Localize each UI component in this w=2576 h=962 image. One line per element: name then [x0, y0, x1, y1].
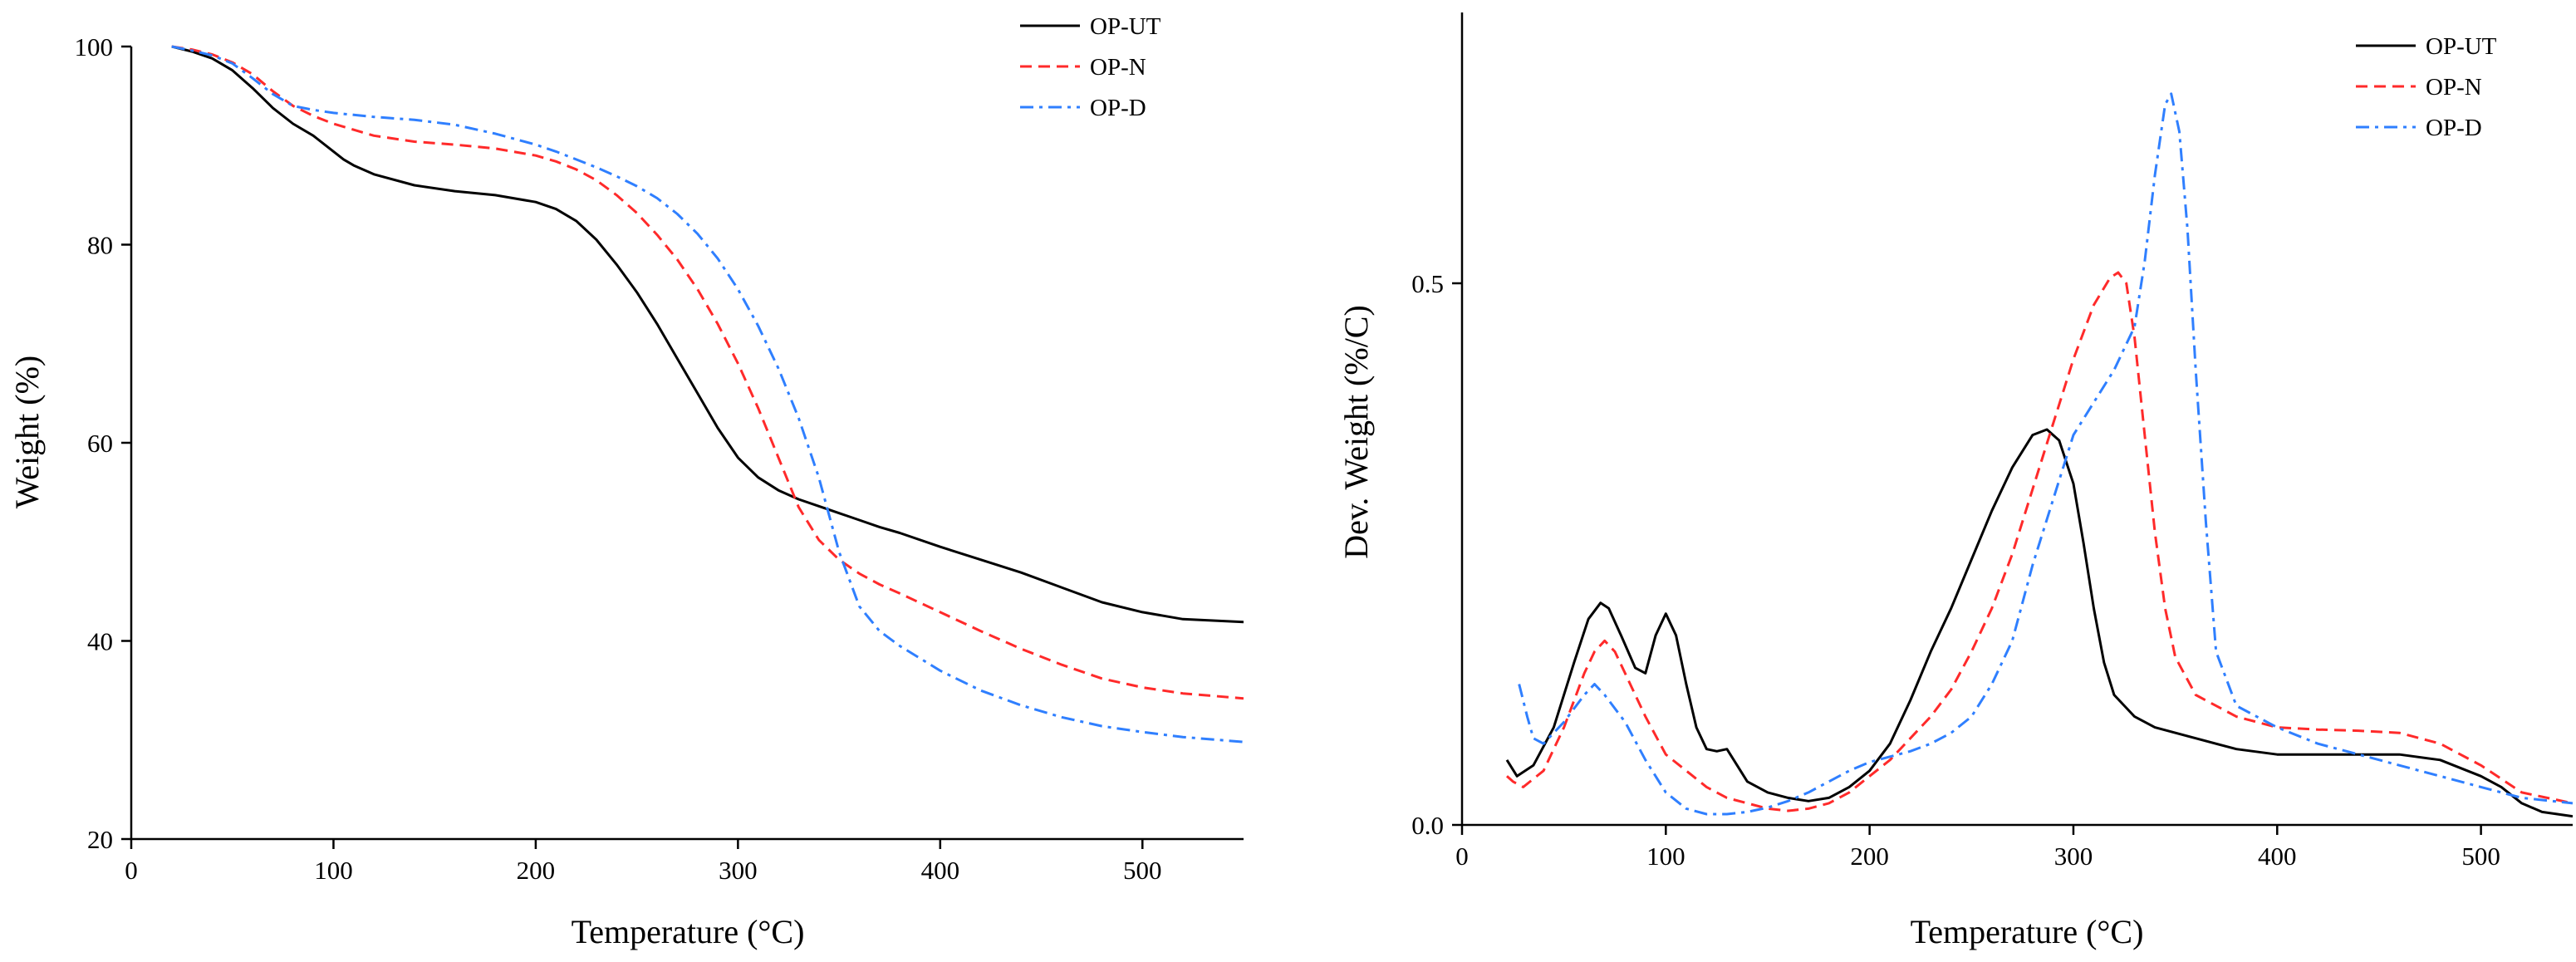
legend-label-op-ut: OP-UT	[1090, 13, 1161, 40]
x-tick-label: 0	[1455, 842, 1469, 871]
x-tick-label: 100	[314, 856, 353, 885]
series-line-op-n	[171, 45, 1244, 700]
x-tick-label: 200	[517, 856, 556, 885]
y-tick-label: 100	[75, 32, 114, 61]
series-line-op-n	[1506, 271, 2573, 812]
x-axis-title: Temperature (°C)	[572, 913, 805, 950]
y-tick-label: 20	[87, 825, 113, 854]
x-tick-label: 300	[2054, 842, 2093, 871]
series-line-op-ut	[1505, 428, 2573, 818]
y-tick-label: 0.5	[1411, 269, 1444, 298]
y-tick-label: 40	[87, 627, 113, 656]
dtg-derivative-chart: Dev. Weight (%/C) Temperature (°C) 0 100 2…	[1337, 12, 2573, 950]
series-line-op-ut	[171, 45, 1244, 624]
legend-label-op-n: OP-N	[1090, 54, 1146, 81]
series-line-op-d	[1518, 92, 2573, 816]
x-tick-label: 500	[2461, 842, 2500, 871]
x-tick-label: 100	[1646, 842, 1685, 871]
y-tick-label: 0.0	[1411, 811, 1444, 840]
y-axis-title: Dev. Weight (%/C)	[1337, 305, 1375, 559]
x-tick-label: 300	[719, 856, 758, 885]
x-axis-title: Temperature (°C)	[1911, 913, 2144, 950]
x-tick-label: 500	[1123, 856, 1162, 885]
y-axis-title: Weight (%)	[8, 356, 46, 509]
legend-label-op-ut: OP-UT	[2426, 33, 2497, 60]
x-tick-label: 0	[125, 856, 138, 885]
legend-label-op-d: OP-D	[2426, 115, 2482, 141]
x-tick-label: 200	[1850, 842, 1889, 871]
x-tick-label: 400	[921, 856, 960, 885]
x-tick-label: 400	[2258, 842, 2297, 871]
series-line-op-d	[171, 45, 1244, 744]
tga-weight-chart: Weight (%) Temperature (°C) 0 100 200 300 40…	[8, 13, 1244, 950]
y-tick-label: 60	[87, 429, 113, 458]
y-tick-label: 80	[87, 231, 113, 260]
legend-label-op-n: OP-N	[2426, 74, 2482, 101]
legend-label-op-d: OP-D	[1090, 95, 1146, 121]
